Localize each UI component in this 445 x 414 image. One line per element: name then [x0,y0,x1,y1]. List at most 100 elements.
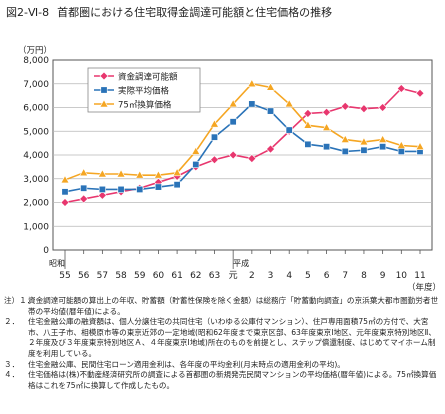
note-number: ４． [4,370,20,380]
x-tick-label: 58 [115,271,127,281]
note-text: 住宅金融公庫、民間住宅ローン適用金利は、各年度の平均金利(月末時点の適用金利の平… [28,359,345,369]
note-number: ３． [4,359,20,369]
note-number: ２． [4,317,20,327]
x-tick-label: 56 [78,271,90,281]
data-point-diamond [415,88,425,98]
x-tick-label: 57 [97,271,108,281]
data-point-diamond [396,84,406,93]
data-point-diamond [210,155,219,165]
data-point-square [192,161,200,169]
legend-label: 75㎡換算価格 [118,100,172,111]
note-3: ３． 住宅金融公庫、民間住宅ローン適用金利は、各年度の平均金利(月末時点の適用金利… [4,360,442,371]
x-axis-label: （年度） [407,282,441,293]
data-point-diamond [228,150,238,160]
data-point-diamond [322,107,332,117]
y-tick-label: 6,000 [23,104,49,114]
data-point-square [61,188,69,196]
data-point-diamond [99,71,109,81]
x-tick-label: 59 [134,271,146,281]
x-tick-label: 62 [190,271,201,281]
data-point-diamond [378,103,388,112]
note-4: ４． 住宅価格は(株)不動産経済研究所の調査による首都圏の新規発売民間マンションの… [4,370,442,391]
x-tick-label: 2 [249,271,255,281]
data-point-triangle [135,170,145,179]
y-tick-label: 1,000 [23,222,49,232]
data-point-square [210,133,218,141]
data-point-diamond [60,198,70,207]
x-tick-label: 7 [342,271,348,281]
data-point-square [173,181,181,189]
note-text: 住宅価格は(株)不動産経済研究所の調査による首都圏の新規発売民間マンションの平均… [28,370,437,390]
data-point-square [285,126,293,134]
figure-title: 首都圏における住宅取得金調達可能額と住宅価格の推移 [57,6,333,19]
x-tick-label: 9 [380,271,386,281]
data-point-diamond [340,101,350,111]
y-tick-label: 2,000 [23,199,49,209]
data-point-square [136,185,144,193]
line-chart: 0 1,000 2,000 3,000 4,000 5,000 6,000 7,000 8,00… [18,45,441,293]
data-point-square [98,185,106,193]
y-tick-label: 8,000 [23,56,49,66]
data-point-square [117,185,125,193]
x-tick-label: 8 [361,271,367,281]
data-point-triangle [153,170,163,179]
x-tick-label: 元 [229,271,238,281]
data-point-square [229,118,237,126]
note-number: 注）１． [4,296,35,305]
figure-title-block: 図2-Ⅵ-8 首都圏における住宅取得金調達可能額と住宅価格の推移 [6,4,340,20]
data-point-triangle [396,140,406,149]
y-tick-label: 3,000 [23,175,49,185]
data-point-triangle [191,146,201,155]
data-point-diamond [303,109,313,118]
data-point-square [267,107,275,115]
legend-label: 実際平均価格 [118,86,170,97]
x-tick-label: 5 [305,271,311,281]
data-point-triangle [303,120,313,129]
note-2: ２． 住宅金融公庫の融資額は、個人分譲住宅の共同住宅（いわゆる公庫付マンション）、… [4,317,442,359]
data-point-triangle [99,99,109,108]
data-point-square [100,86,108,94]
data-point-diamond [247,154,257,163]
data-point-triangle [116,169,126,178]
data-point-square [397,147,405,155]
x-tick-label: 3 [268,271,274,281]
x-tick-label: 55 [59,271,70,281]
y-tick-label: 4,000 [23,151,49,161]
data-point-triangle [340,134,350,143]
data-point-triangle [378,134,388,143]
note-text: 資金調達可能額の算出上の年収、貯蓄額（貯蓄性保険を除く金額）は総務庁「貯蓄動向調… [28,296,439,316]
data-point-square [323,143,331,151]
data-point-square [341,147,349,155]
data-point-square [80,184,88,192]
data-point-triangle [415,141,425,150]
x-tick-label: 6 [324,271,330,281]
era-label: 平成 [233,258,249,268]
x-tick-label: 61 [171,271,182,281]
y-tick-label: 5,000 [23,127,49,137]
data-point-triangle [284,99,294,108]
legend-label: 資金調達可能額 [118,72,178,83]
era-label: 昭和 [49,259,65,268]
data-point-triangle [60,175,70,184]
data-point-triangle [247,78,257,88]
data-point-triangle [79,167,89,177]
data-point-triangle [322,122,332,131]
data-point-diamond [266,144,275,154]
data-point-square [248,100,256,108]
data-point-square [360,146,368,154]
data-point-diamond [97,190,107,200]
x-tick-label: 4 [286,271,292,281]
data-point-triangle [266,82,276,91]
data-point-square [154,183,162,191]
y-unit-label: （万円） [18,45,52,56]
x-tick-label: 60 [153,271,165,281]
data-point-triangle [172,167,182,177]
data-point-square [304,140,312,148]
data-point-diamond [359,104,369,114]
y-tick-label: 7,000 [23,80,49,90]
figure-number: 図2-Ⅵ-8 [6,6,50,19]
data-point-triangle [228,99,238,108]
y-tick-label: 0 [43,246,49,256]
data-point-square [379,143,387,151]
x-tick-label: 10 [396,271,408,281]
